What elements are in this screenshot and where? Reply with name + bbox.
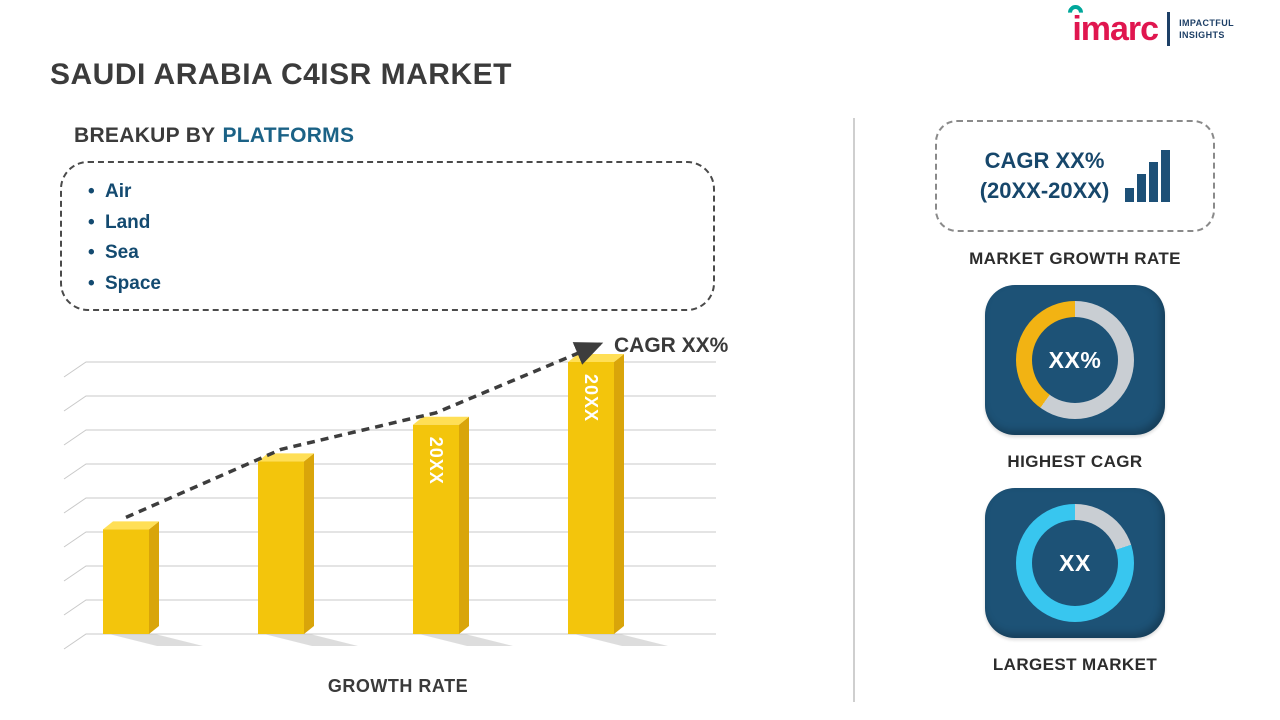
platform-item-space: Space [88,269,687,300]
platform-item-land: Land [88,208,687,239]
largest-market-tile: XX [985,488,1165,638]
chart-bar [568,362,614,634]
page-title: SAUDI ARABIA C4ISR MARKET [50,58,512,91]
cagr-box-line2: (20XX-20XX) [979,178,1110,203]
gridline [63,599,716,616]
bar-year-label: 20XX [426,437,446,485]
logo-tagline-line2: INSIGHTS [1179,30,1225,40]
cagr-box-line1: CAGR XX% [984,148,1105,174]
logo-tagline-line1: IMPACTFUL [1179,17,1234,28]
platforms-box: Air Land Sea Space [60,161,715,311]
imarc-logo-tagline: IMPACTFUL INSIGHTS [1179,17,1234,41]
market-growth-rate-label: MARKET GROWTH RATE [969,249,1181,268]
chart-bar-top [413,416,469,425]
bar-shadow [109,634,203,646]
growth-rate-axis-label: GROWTH RATE [327,676,469,696]
section-divider [853,118,855,702]
growth-rate-chart: CAGR XX% 20XX 20XX GROWTH RATE [48,322,748,697]
bar-shadow [264,634,358,646]
chart-bar-top [103,521,159,530]
chart-bar [413,424,459,634]
gridline [63,463,716,480]
largest-market-value: XX [1059,549,1091,576]
breakup-heading-prefix: BREAKUP BY [74,124,216,147]
gridline [63,429,716,446]
gridline [63,565,716,582]
highest-cagr-label: HIGHEST CAGR [1007,452,1143,471]
gridline [63,531,716,548]
chart-bar [103,529,149,634]
platform-item-air: Air [88,177,687,208]
cagr-trend-label: CAGR XX% [614,334,729,357]
highest-cagr-value: XX% [1048,346,1102,373]
summary-panel: CAGR XX% (20XX-20XX) MARKET GROWTH RATE … [920,120,1230,675]
breakup-section: BREAKUP BY PLATFORMS Air Land Sea Space [60,124,715,311]
highest-cagr-donut: XX% [1016,301,1134,419]
bar-shadow [574,634,668,646]
chart-bar-side [304,453,314,634]
bar-shadow [419,634,513,646]
imarc-logo-text: imarc [1072,10,1159,48]
imarc-logo-brand: imarc [1065,1,1159,48]
gridline [63,361,716,378]
platforms-list: Air Land Sea Space [88,177,687,299]
trend-arrow [125,342,604,519]
gridline [63,395,716,412]
breakup-heading: BREAKUP BY PLATFORMS [74,124,715,148]
largest-market-label: LARGEST MARKET [992,655,1158,674]
chart-bar-side [459,416,469,634]
gridline [63,497,716,514]
imarc-logo: imarc IMPACTFUL INSIGHTS [1065,1,1234,48]
logo-divider [1167,12,1171,46]
platform-item-sea: Sea [88,238,687,269]
cagr-box: CAGR XX% (20XX-20XX) [935,120,1215,232]
breakup-heading-highlight: PLATFORMS [222,124,355,147]
chart-bar-side [149,521,159,634]
highest-cagr-tile: XX% [985,285,1165,435]
chart-bar-side [614,354,624,634]
growth-rate-chart-svg: CAGR XX% 20XX 20XX [63,334,729,650]
largest-market-donut: XX [1016,504,1134,622]
cagr-box-text: CAGR XX% (20XX-20XX) [980,146,1110,205]
chart-bar-top [258,453,314,462]
chart-bar [258,461,304,634]
gridline [63,633,716,650]
bar-chart-icon [1125,150,1171,202]
bar-year-label: 20XX [581,374,601,422]
